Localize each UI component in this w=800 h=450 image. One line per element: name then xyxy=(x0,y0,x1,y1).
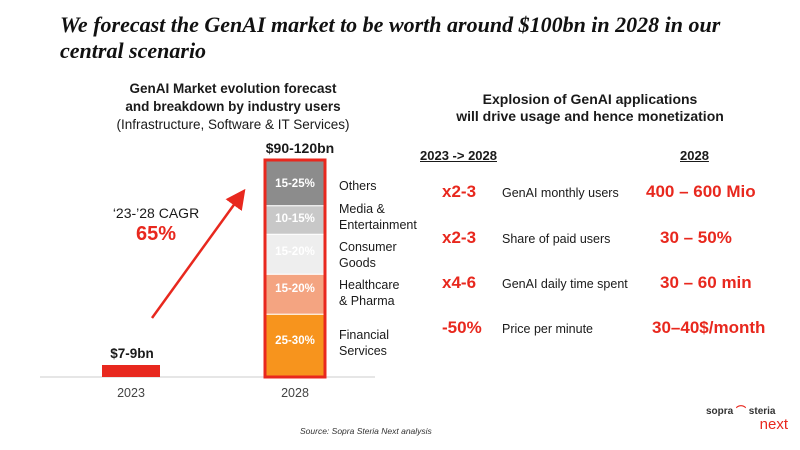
x-tick-2023: 2023 xyxy=(117,386,145,400)
legend-consumer: Consumer Goods xyxy=(339,239,397,271)
right-heading-line2: will drive usage and hence monetization xyxy=(456,108,724,124)
row-multiplier: x4-6 xyxy=(442,273,477,292)
row-value: 30 – 60 min xyxy=(660,273,752,292)
source-note: Source: Sopra Steria Next analysis xyxy=(300,426,432,436)
chart-heading-line3: (Infrastructure, Software & IT Services) xyxy=(116,117,350,132)
right-heading: Explosion of GenAI applications will dri… xyxy=(420,91,760,125)
legend-financial-line1: Financial xyxy=(339,328,390,342)
legend-healthcare: Healthcare & Pharma xyxy=(339,277,399,309)
row-multiplier: -50% xyxy=(442,318,482,337)
stack-2028 xyxy=(264,159,326,378)
col-header-2028: 2028 xyxy=(680,148,709,163)
value-2028-label: $90-120bn xyxy=(265,140,335,156)
bar-2028-segment-5 xyxy=(264,159,326,207)
legend-media-line2: Entertainment xyxy=(339,218,417,232)
cagr-label: ‘23-’28 CAGR xyxy=(112,205,200,221)
row-metric: GenAI monthly users xyxy=(502,186,619,200)
logo-brand: sopra ⌒ steria xyxy=(706,406,776,417)
cagr-value: 65% xyxy=(135,223,177,245)
segment-label-healthcare: 15-20% xyxy=(275,283,315,295)
legend-media-line1: Media & xyxy=(339,202,385,216)
legend-consumer-line1: Consumer xyxy=(339,240,397,254)
value-2023-label: $7-9bn xyxy=(110,346,154,361)
row-value: 30 – 50% xyxy=(660,228,732,247)
bar-2028-outline xyxy=(263,158,327,379)
segment-label-others: 15-25% xyxy=(275,178,315,190)
legend-others: Others xyxy=(339,178,377,194)
row-value: 30–40$/month xyxy=(652,318,766,337)
bar-2023 xyxy=(102,365,160,377)
logo-sub: next xyxy=(759,416,788,433)
row-metric: Share of paid users xyxy=(502,232,611,246)
row-value: 400 – 600 Mio xyxy=(646,182,756,201)
row-multiplier: x2-3 xyxy=(442,228,477,247)
chart-heading: GenAI Market evolution forecast and brea… xyxy=(88,80,378,134)
growth-arrow xyxy=(150,188,246,319)
company-logo: sopra ⌒ steria next xyxy=(706,402,788,432)
slide-title: We forecast the GenAI market to be worth… xyxy=(60,12,721,63)
x-tick-2028: 2028 xyxy=(281,386,309,400)
row-multiplier: x2-3 xyxy=(442,182,477,201)
chart-heading-line2: and breakdown by industry users xyxy=(125,99,341,114)
segment-label-media: 10-15% xyxy=(275,213,315,225)
legend-financial: Financial Services xyxy=(339,327,389,359)
segment-label-consumer: 15-20% xyxy=(275,246,315,258)
legend-healthcare-line1: Healthcare xyxy=(339,278,400,292)
row-metric: GenAI daily time spent xyxy=(502,277,628,291)
row-metric: Price per minute xyxy=(502,322,594,336)
cagr-callout: ‘23-’28 CAGR 65% xyxy=(96,205,216,246)
col-header-period: 2023 -> 2028 xyxy=(420,148,497,163)
right-heading-line1: Explosion of GenAI applications xyxy=(482,91,698,107)
segment-label-financial: 25-30% xyxy=(275,335,315,347)
legend-healthcare-line2: & Pharma xyxy=(339,294,395,308)
legend-financial-line2: Services xyxy=(339,344,387,358)
legend-consumer-line2: Goods xyxy=(339,256,376,270)
chart-heading-line1: GenAI Market evolution forecast xyxy=(129,81,337,96)
logo-mark-icon: ⌒ xyxy=(736,406,747,417)
legend-others-text: Others xyxy=(339,179,377,193)
legend-media: Media & Entertainment xyxy=(339,201,417,233)
